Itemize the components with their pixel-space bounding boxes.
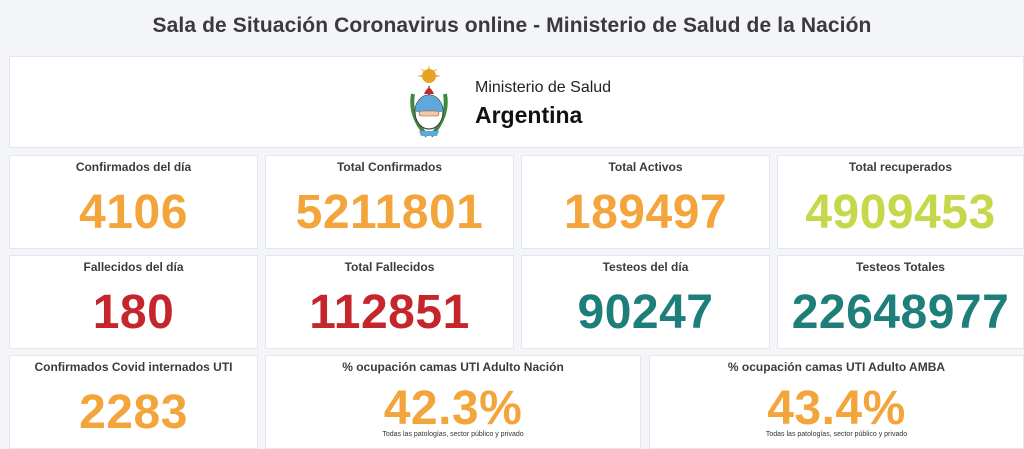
stat-value: 42.3% [383,382,523,435]
stat-value: 180 [92,286,175,339]
page-title: Sala de Situación Coronavirus online - M… [152,14,872,37]
stat-value: 4106 [79,186,188,239]
stat-value: 2283 [79,386,188,439]
stat-label: Total Fallecidos [344,260,435,274]
stat-label: Testeos del día [602,260,689,274]
country-name: Argentina [475,101,583,128]
stat-value: 5211801 [295,186,484,239]
ministry-logo: Ministerio de Salud Argentina [407,63,647,143]
stat-card-total-confirmados: Total Confirmados 5211801 [265,155,514,249]
stat-card-total-activos: Total Activos 189497 [521,155,770,249]
stat-label: % ocupación camas UTI Adulto Nación [342,360,564,374]
stat-label: Fallecidos del día [83,260,184,274]
stat-value: 4909453 [805,186,996,239]
stat-card-ocupacion-nacion: % ocupación camas UTI Adulto Nación 42.3… [265,355,641,449]
stat-label: % ocupación camas UTI Adulto AMBA [727,360,946,374]
stat-card-confirmados-dia: Confirmados del día 4106 [9,155,258,249]
page-header: Sala de Situación Coronavirus online - M… [0,0,1024,52]
ministry-name: Ministerio de Salud [475,78,612,96]
stat-card-testeos-totales: Testeos Totales 22648977 [777,255,1024,349]
stat-note: Todas las patologías, sector público y p… [765,431,908,438]
stat-label: Testeos Totales [856,260,945,274]
stat-card-internados-uti: Confirmados Covid internados UTI 2283 [9,355,258,449]
stat-card-fallecidos-dia: Fallecidos del día 180 [9,255,258,349]
stat-card-total-fallecidos: Total Fallecidos 112851 [265,255,514,349]
stat-value: 112851 [309,286,470,339]
stat-label: Total Activos [608,160,683,174]
stat-value: 90247 [577,286,714,339]
stat-note: Todas las patologías, sector público y p… [382,431,524,438]
stat-label: Total recuperados [848,160,953,174]
stat-label: Confirmados Covid internados UTI [34,360,233,374]
coat-of-arms-icon [410,65,448,138]
stat-value: 43.4% [767,382,906,435]
logo-card: Ministerio de Salud Argentina [9,56,1024,148]
stat-card-testeos-dia: Testeos del día 90247 [521,255,770,349]
stat-value: 189497 [563,186,728,239]
stat-label: Confirmados del día [75,160,192,174]
stat-label: Total Confirmados [336,160,443,174]
stat-card-total-recuperados: Total recuperados 4909453 [777,155,1024,249]
stat-card-ocupacion-amba: % ocupación camas UTI Adulto AMBA 43.4% … [649,355,1024,449]
stat-value: 22648977 [791,286,1010,339]
